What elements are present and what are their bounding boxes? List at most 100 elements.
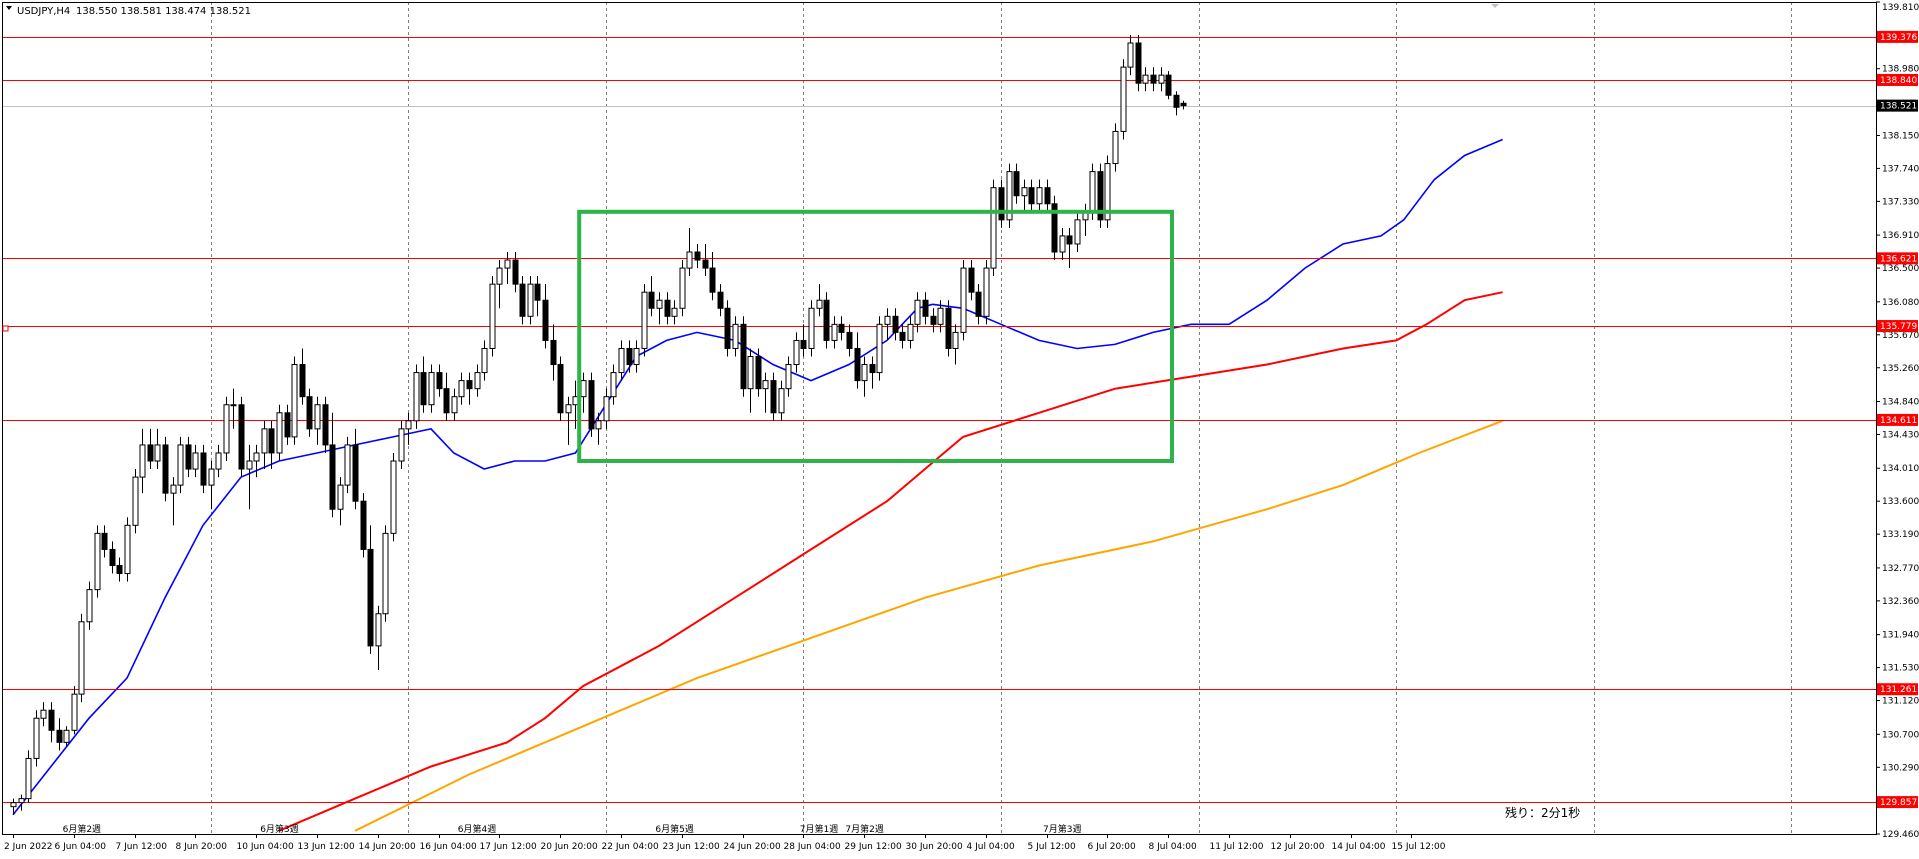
candle [147,428,154,470]
price-tick-label: 135.670 [1882,331,1919,341]
candle [519,276,526,325]
candle [268,420,275,470]
time-tick-label: 30 Jun 20:00 [906,842,963,852]
candle [709,252,716,301]
time-tick-label: 15 Jul 12:00 [1392,842,1446,852]
candle-body [990,187,997,269]
candle [861,356,868,397]
candle [565,396,572,445]
ma-long-line [354,419,1503,832]
range-box [577,209,1174,464]
price-tick-label: 136.910 [1882,231,1919,241]
price-tick-label: 137.330 [1882,197,1919,207]
time-tick-label: 28 Jun 04:00 [784,842,841,852]
candle [496,260,503,309]
price-tick-label: 130.290 [1882,763,1919,773]
candle-body [656,299,663,309]
chart-shift-marker-icon[interactable] [1491,4,1499,8]
candle [299,348,306,405]
candle [276,404,283,462]
candle [101,525,108,558]
candle [793,332,800,373]
candle-body [785,364,792,390]
time-tick-label: 24 Jun 20:00 [724,842,781,852]
current-price-label: 138.521 [1880,102,1917,112]
candle-body [527,283,534,317]
candle [170,477,177,526]
candle-body [892,315,899,333]
candle-body [861,364,868,382]
candle [1112,123,1119,172]
candle-body [854,347,861,382]
candle-body [762,380,769,390]
candle [1142,67,1149,92]
candle-body [793,339,800,366]
candle [694,243,701,269]
candle-body [200,452,207,486]
candle-body [1142,74,1149,84]
candle-body [474,372,481,390]
price-tick-label: 133.190 [1882,530,1919,540]
candle-body [56,729,63,743]
price-tick-label: 131.120 [1882,697,1919,707]
candle [344,436,351,494]
candle [436,364,443,397]
candle-body [740,323,747,390]
candle-body [1104,163,1111,221]
candle [314,396,321,445]
chart-menu-triangle-icon[interactable] [6,6,12,10]
candle-body [1036,187,1043,205]
candle [398,420,405,470]
candle-body [983,267,990,317]
level-label-bg [1877,413,1918,426]
candle [740,316,747,397]
candle [86,581,93,630]
candle [686,227,693,277]
candle-body [276,412,283,454]
candle-body [413,372,420,422]
time-tick-label: 23 Jun 12:00 [663,842,720,852]
candle [968,260,975,301]
time-tick-label: 4 Jul 04:00 [967,842,1016,852]
candle-body [1097,171,1104,221]
level-price-label: 129.857 [1880,798,1917,808]
candle [618,340,625,381]
price-tick-label: 132.360 [1882,597,1919,607]
ohlc-values: 138.550 138.581 138.474 138.521 [76,6,251,17]
candle-body [428,372,435,406]
time-tick-label: 17 Jun 12:00 [480,842,537,852]
candle [588,372,595,437]
time-tick-label: 8 Jul 04:00 [1149,842,1198,852]
candle [40,702,47,727]
moving-averages [12,138,1503,832]
candle [1127,34,1134,76]
candle [755,348,762,397]
candle [869,356,876,389]
candle-body [405,420,412,430]
candle-body [71,693,78,731]
candle [230,388,237,429]
time-tick-label: 29 Jun 12:00 [845,842,902,852]
candle-body [732,323,739,349]
candle [732,316,739,357]
candle-body [360,500,367,550]
candle [1074,211,1081,253]
candle-body [519,283,526,317]
candle-body [907,323,914,341]
candle [139,428,146,494]
candle [1013,163,1020,204]
candle [945,300,952,357]
candle-body [709,267,716,293]
candle [253,444,260,478]
candle-body [33,717,40,759]
candle-body [975,291,982,317]
level-label-bg [1877,30,1918,43]
candle [610,364,617,405]
price-tick-label: 134.430 [1882,430,1919,440]
candle [1036,179,1043,212]
time-tick-label: 5 Jul 12:00 [1028,842,1077,852]
level-handle-icon[interactable] [2,325,9,332]
candle-body [679,267,686,309]
candle [337,477,344,526]
